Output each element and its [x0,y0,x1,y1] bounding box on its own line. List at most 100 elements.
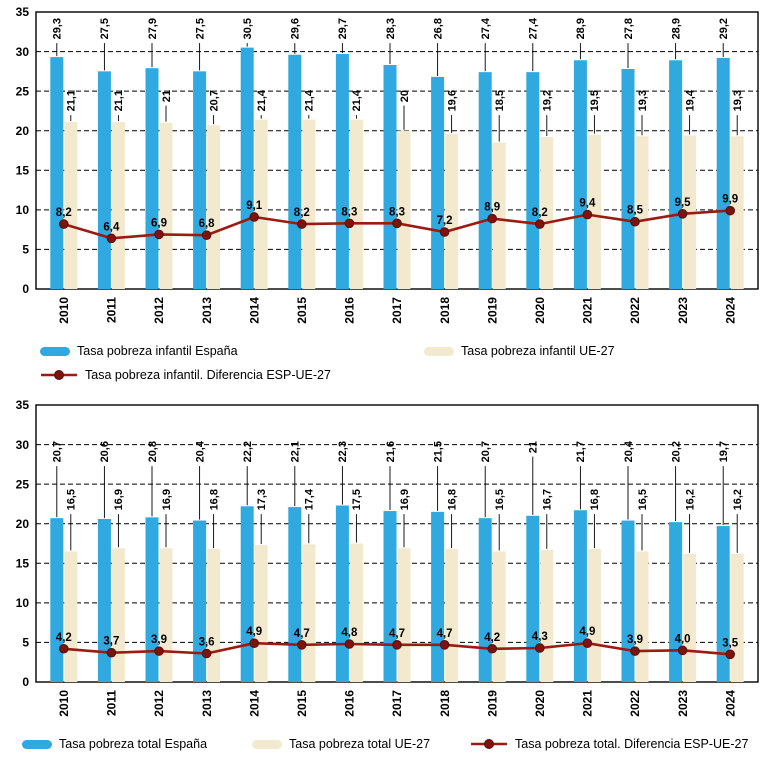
line-value-label: 3,9 [627,634,643,646]
bar[interactable] [573,60,587,289]
bar[interactable] [445,133,459,289]
bar[interactable] [492,142,506,289]
bar[interactable] [97,71,111,289]
bar[interactable] [193,520,207,682]
bar[interactable] [492,551,506,682]
bar[interactable] [254,545,268,682]
bar[interactable] [288,507,302,682]
line-marker[interactable] [201,230,212,240]
line-marker[interactable] [439,640,450,650]
line-marker[interactable] [344,218,355,229]
bar[interactable] [335,505,349,682]
legend-item[interactable]: Tasa pobreza total UE-27 [252,732,430,756]
line-marker[interactable] [630,216,640,227]
line-marker[interactable] [344,639,355,649]
bar[interactable] [683,553,697,682]
bar[interactable] [587,134,601,289]
line-marker[interactable] [106,647,117,658]
line-marker[interactable] [582,638,593,649]
line-marker[interactable] [535,643,545,653]
bar[interactable] [111,122,125,289]
bar[interactable] [635,136,649,289]
line-marker[interactable] [677,209,688,219]
bar[interactable] [716,57,730,289]
bar[interactable] [716,526,730,682]
line-marker[interactable] [59,219,69,229]
line-marker[interactable] [725,205,736,216]
line-marker[interactable] [725,649,736,660]
bar[interactable] [145,517,159,682]
bar[interactable] [64,551,78,682]
bar-value-label: 16,8 [589,489,601,510]
legend-item[interactable]: Tasa pobreza total España [22,732,207,756]
bar[interactable] [159,548,173,682]
line-marker[interactable] [487,643,498,654]
bar[interactable] [64,122,78,289]
legend-item[interactable]: Tasa pobreza infantil UE-27 [424,339,615,363]
bar[interactable] [621,520,635,682]
bar[interactable] [302,544,316,682]
line-marker[interactable] [106,233,117,244]
bar[interactable] [431,511,445,682]
bar[interactable] [383,511,397,682]
bar[interactable] [335,53,349,290]
bar[interactable] [478,518,492,682]
line-marker[interactable] [487,213,498,224]
bar[interactable] [145,68,159,289]
bar[interactable] [349,543,363,683]
legend-item[interactable]: Tasa pobreza total. Diferencia ESP-UE-27 [470,732,748,756]
x-axis-label: 2011 [105,297,119,323]
line-marker[interactable] [392,640,402,650]
bar[interactable] [730,553,744,682]
line-marker[interactable] [677,645,688,656]
bar[interactable] [207,549,221,682]
bar[interactable] [207,125,221,289]
bar[interactable] [635,551,649,682]
bar[interactable] [240,47,254,289]
bar[interactable] [193,71,207,289]
line-marker[interactable] [154,229,164,240]
bar[interactable] [540,549,554,682]
bar[interactable] [478,72,492,289]
bar[interactable] [50,57,64,290]
bar[interactable] [397,548,411,682]
bar[interactable] [669,522,683,682]
line-marker[interactable] [154,646,164,656]
bar-value-label: 26,8 [432,18,444,39]
bar[interactable] [621,68,635,290]
line-marker[interactable] [249,638,259,649]
bar[interactable] [288,54,302,289]
bar[interactable] [526,72,540,289]
line-marker[interactable] [582,209,593,220]
line-marker[interactable] [630,646,640,656]
bar[interactable] [669,60,683,289]
bar[interactable] [383,65,397,289]
bar[interactable] [97,518,111,682]
bar[interactable] [50,518,64,682]
line-marker[interactable] [297,640,307,650]
bar[interactable] [730,136,744,289]
bar[interactable] [302,119,316,290]
bar[interactable] [431,76,445,289]
line-marker[interactable] [59,643,69,654]
bar[interactable] [526,515,540,682]
line-marker[interactable] [439,227,450,237]
line-marker[interactable] [249,212,259,222]
y-tick-label: 20 [16,124,30,138]
bar[interactable] [111,548,125,682]
legend-item[interactable]: Tasa pobreza infantil España [40,339,238,363]
bar[interactable] [397,130,411,289]
bar[interactable] [445,549,459,682]
bar[interactable] [573,510,587,682]
line-marker[interactable] [201,648,212,659]
line-marker[interactable] [392,218,402,229]
bar[interactable] [240,506,254,682]
legend-item[interactable]: Tasa pobreza infantil. Diferencia ESP-UE… [40,363,331,387]
bar[interactable] [540,137,554,289]
bar[interactable] [587,549,601,682]
bar[interactable] [349,119,363,290]
line-marker[interactable] [297,219,307,229]
bar[interactable] [254,119,268,290]
bar[interactable] [159,122,173,289]
line-marker[interactable] [535,219,545,229]
